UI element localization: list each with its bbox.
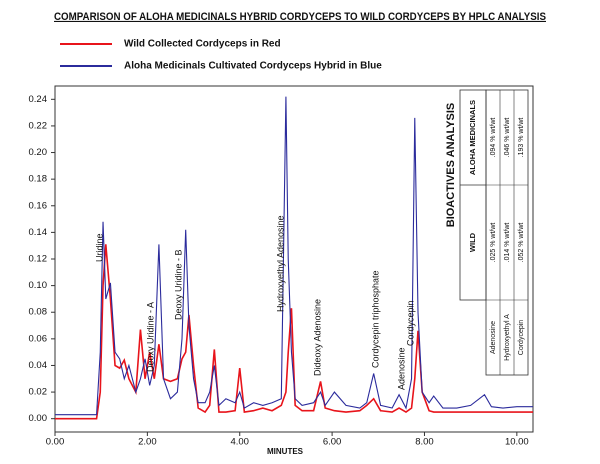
- table-cell: Hydroxyethyl A: [504, 314, 511, 361]
- table-cell: .046 % wt/wt: [504, 118, 511, 158]
- table-cell: .052 % wt/wt: [518, 223, 525, 263]
- x-tick-label: 8.00: [415, 437, 434, 448]
- peak-annotation: Cordycepin triphosphate: [370, 270, 380, 368]
- x-tick-label: 4.00: [230, 437, 249, 448]
- x-tick-label: 0.00: [46, 437, 65, 448]
- table-title: BIOACTIVES ANALYSIS: [445, 103, 457, 228]
- table-column-header: ALOHA MEDICINALS: [468, 100, 477, 175]
- table-cell: .014 % wt/wt: [504, 223, 511, 263]
- table-cell: Adenosine: [490, 321, 497, 354]
- legend-label: Wild Collected Cordyceps in Red: [124, 39, 281, 50]
- y-tick-label: 0.24: [29, 94, 48, 105]
- peak-annotation: Adenosine: [396, 347, 406, 390]
- table-column-header: WILD: [468, 232, 477, 252]
- table-cell: .193 % wt/wt: [518, 118, 525, 158]
- y-tick-label: 0.08: [29, 307, 48, 318]
- table-body-box: [485, 89, 529, 376]
- y-tick-label: 0.16: [29, 200, 48, 211]
- y-tick-label: 0.14: [29, 227, 48, 238]
- chart-title: COMPARISON OF ALOHA MEDICINALS HYBRID CO…: [54, 11, 546, 23]
- y-tick-label: 0.04: [29, 360, 48, 371]
- data-line: [55, 96, 533, 416]
- bioactives-table: BIOACTIVES ANALYSIS WILD ALOHA MEDICINALS A…: [445, 89, 529, 376]
- x-tick-label: 2.00: [138, 437, 157, 448]
- table-cell: .094 % wt/wt: [490, 118, 497, 158]
- y-tick-label: 0.18: [29, 174, 48, 185]
- table-cell: Cordycepin: [518, 320, 525, 356]
- y-tick-label: 0.20: [29, 147, 48, 158]
- y-tick-label: 0.00: [29, 413, 48, 424]
- peak-annotation: Cordycepin: [405, 300, 415, 346]
- y-tick-label: 0.06: [29, 333, 48, 344]
- x-tick-label: 6.00: [323, 437, 342, 448]
- y-tick-label: 0.02: [29, 387, 48, 398]
- data-line: [55, 244, 533, 420]
- x-tick-label: 10.00: [505, 437, 529, 448]
- peak-annotation: Deoxy Uridine - A: [145, 302, 155, 372]
- legend-label: Aloha Medicinals Cultivated Cordyceps Hy…: [124, 61, 382, 72]
- y-tick-label: 0.12: [29, 254, 48, 265]
- peak-annotation: Uridine: [94, 233, 104, 262]
- x-axis-label: MINUTES: [267, 447, 304, 456]
- peak-annotation: Deoxy Uridine - B: [173, 249, 183, 320]
- peak-annotation: Hydroxyethyl Adenosine: [275, 215, 285, 312]
- table-cell: .025 % wt/wt: [490, 223, 497, 263]
- y-tick-label: 0.22: [29, 120, 48, 131]
- y-tick-label: 0.10: [29, 280, 48, 291]
- peak-annotation: Dideoxy Adenosine: [312, 299, 322, 376]
